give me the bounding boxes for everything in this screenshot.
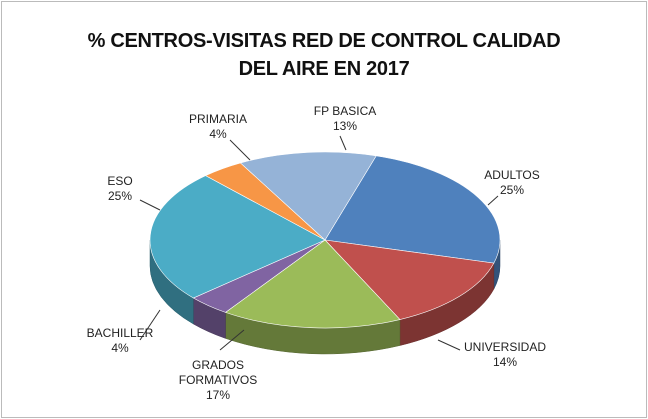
value-label: 4%	[209, 127, 227, 141]
data-label: GRADOS FORMATIVOS 17%	[178, 358, 258, 403]
category-label: BACHILLER	[86, 326, 154, 340]
data-label: UNIVERSIDAD 14%	[445, 340, 565, 370]
leader-line	[139, 309, 161, 341]
leader-line	[339, 135, 347, 151]
value-label: 13%	[332, 119, 358, 133]
leader-line	[219, 329, 245, 351]
value-label: 4%	[111, 341, 129, 355]
leader-lines	[139, 135, 499, 351]
chart-title: % CENTROS-VISITAS RED DE CONTROL CALIDAD	[87, 30, 561, 52]
category-label: GRADOS FORMATIVOS	[178, 358, 258, 387]
category-label: FP BASICA	[313, 104, 377, 118]
data-label: ESO 25%	[60, 174, 180, 204]
value-label: 17%	[205, 388, 231, 402]
leader-line	[487, 195, 499, 206]
category-label: UNIVERSIDAD	[463, 340, 546, 354]
leader-line	[229, 139, 251, 161]
category-label: PRIMARIA	[188, 112, 247, 126]
value-label: 25%	[499, 183, 525, 197]
category-label: ESO	[107, 174, 133, 188]
slice	[224, 239, 401, 329]
leader-line	[437, 339, 461, 351]
data-label: FP BASICA 13%	[285, 104, 405, 134]
value-label: 14%	[492, 355, 518, 369]
slice	[324, 155, 501, 264]
category-label: ADULTOS	[484, 168, 540, 182]
data-label: PRIMARIA 4%	[158, 112, 278, 142]
leader-line	[139, 199, 161, 211]
pie	[149, 151, 501, 355]
slice	[239, 151, 377, 241]
value-label: 25%	[107, 189, 133, 203]
slice	[324, 239, 495, 320]
data-label: BACHILLER 4%	[60, 326, 180, 356]
chart-title: DEL AIRE EN 2017	[238, 58, 410, 80]
slice	[149, 175, 326, 299]
data-label: ADULTOS 25%	[452, 168, 572, 198]
